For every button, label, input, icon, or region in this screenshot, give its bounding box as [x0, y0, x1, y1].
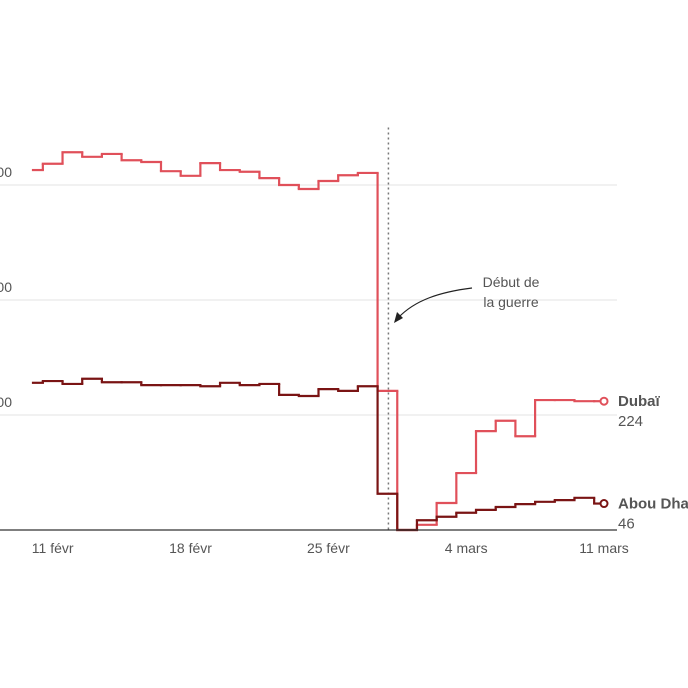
x-tick-label: 11 mars: [579, 540, 629, 556]
series-label: Dubaï: [618, 393, 661, 410]
x-tick-label: 18 févr: [169, 540, 212, 556]
annotation: la guerre: [483, 294, 538, 310]
end-marker: [599, 499, 609, 509]
x-tick-label: 25 févr: [307, 540, 350, 556]
value-label: 46: [618, 516, 635, 533]
annotation-arrowhead: [394, 312, 403, 323]
y-tick-label: 600: [0, 164, 12, 180]
y-tick-label: 200: [0, 394, 12, 410]
end-marker: [599, 396, 609, 406]
annotation-arrow: [397, 287, 473, 319]
value-label: 224: [618, 413, 643, 430]
x-tick-label: 11 févr: [32, 540, 74, 556]
y-tick-label: 400: [0, 279, 12, 295]
series-label: Abou Dhabi: [618, 496, 688, 513]
annotation: Début de: [483, 274, 540, 290]
x-tick-label: 4 mars: [445, 540, 488, 556]
